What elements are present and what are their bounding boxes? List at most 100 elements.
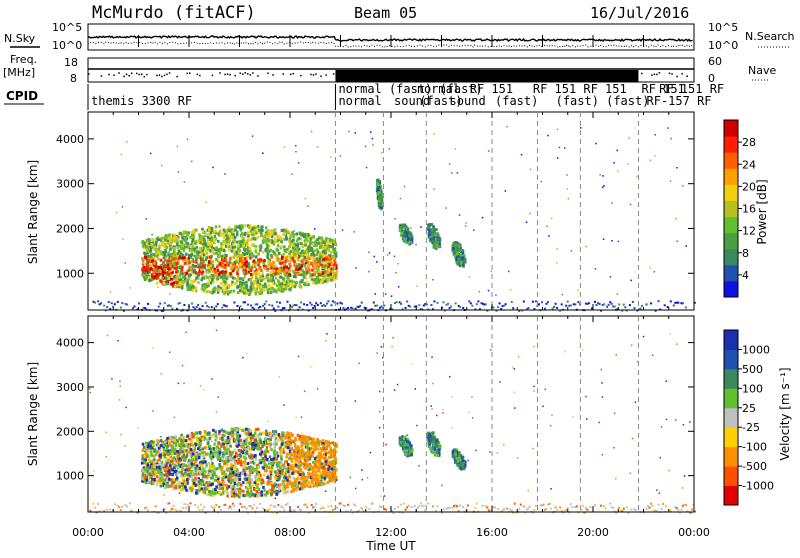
echo-cell (585, 396, 587, 398)
echo-cell (630, 204, 632, 206)
echo-cell (296, 233, 299, 236)
echo-cell (236, 286, 239, 289)
echo-cell (180, 247, 183, 250)
echo-cell (234, 253, 237, 256)
nave-point (245, 72, 247, 74)
echo-cell (299, 267, 302, 270)
echo-cell (628, 138, 630, 140)
echo-cell (293, 271, 296, 274)
echo-cell (455, 148, 457, 150)
echo-cell (119, 399, 121, 401)
echo-cell (169, 262, 172, 265)
scatter-cell (493, 307, 495, 309)
echo-cell (220, 276, 223, 279)
echo-cell (528, 490, 530, 492)
echo-cell (370, 131, 372, 133)
echo-cell (286, 256, 289, 259)
echo-cell (320, 264, 323, 267)
echo-cell (325, 258, 328, 261)
echo-cell (316, 253, 319, 256)
echo-cell (261, 226, 264, 229)
echo-cell (327, 249, 330, 252)
scatter-cell (359, 305, 361, 307)
echo-cell (202, 230, 205, 233)
echo-cell (210, 255, 213, 258)
echo-cell (188, 273, 191, 276)
echo-cell (171, 282, 174, 285)
scatter-cell (670, 300, 672, 302)
scatter-cell (408, 505, 410, 507)
scatter-cell (652, 505, 654, 507)
echo-cell (327, 265, 330, 268)
echo-cell (298, 263, 301, 266)
echo-cell (610, 276, 612, 278)
nave-point (654, 74, 656, 76)
scatter-cell (476, 303, 478, 305)
echo-cell (225, 254, 228, 257)
echo-cell (291, 173, 293, 175)
nave-point (118, 72, 120, 74)
echo-cell (228, 239, 231, 242)
echo-cell (276, 458, 279, 461)
echo-cell (184, 243, 187, 246)
echo-cell (630, 280, 632, 282)
echo-cell (324, 266, 327, 269)
echo-cell (233, 239, 236, 242)
echo-cell (676, 343, 678, 345)
echo-cell (117, 340, 119, 342)
echo-cell (194, 250, 197, 253)
echo-cell (439, 245, 442, 248)
echo-cell (246, 353, 248, 355)
nave-point (325, 74, 327, 76)
echo-cell (407, 435, 409, 437)
echo-cell (174, 285, 177, 288)
nave-point (156, 75, 158, 77)
nave-point (126, 74, 128, 76)
echo-cell (222, 491, 225, 494)
scatter-cell (497, 508, 499, 510)
echo-cell (362, 479, 364, 481)
scatter-cell (244, 301, 246, 303)
echo-cell (533, 386, 535, 388)
scatter-cell (661, 508, 663, 510)
echo-cell (322, 258, 325, 261)
echo-cell (153, 262, 156, 265)
echo-cell (201, 487, 204, 490)
echo-cell (595, 268, 597, 270)
echo-cell (286, 266, 289, 269)
echo-cell (557, 129, 559, 131)
cpid-labels: themis 3300 RFnormalnormal(fast)soundnor… (88, 82, 724, 110)
echo-cell (208, 266, 211, 269)
echo-cell (455, 248, 458, 251)
echo-cell (251, 233, 254, 236)
echo-cell (350, 477, 352, 479)
echo-cell (442, 409, 444, 411)
scatter-cell (385, 509, 387, 511)
echo-cell (431, 408, 433, 410)
echo-cell (144, 458, 147, 461)
echo-cell (160, 439, 163, 442)
colorbar-swatch (724, 152, 738, 169)
scatter-cell (443, 508, 445, 510)
echo-cell (586, 418, 588, 420)
echo-cell (244, 464, 247, 467)
y-tick-label: 4000 (56, 133, 84, 146)
scatter-cell (527, 307, 529, 309)
echo-cell (270, 291, 273, 294)
echo-cell (399, 229, 402, 232)
echo-cell (225, 452, 228, 455)
echo-cell (213, 252, 216, 255)
scatter-cell (114, 303, 116, 305)
echo-cell (191, 432, 194, 435)
echo-cell (258, 272, 261, 275)
echo-cell (503, 444, 505, 446)
echo-cell (643, 336, 645, 338)
echo-cell (195, 229, 198, 232)
nave-point (229, 74, 231, 76)
echo-cell (355, 132, 357, 134)
echo-cell (467, 460, 469, 462)
scatter-cell (555, 506, 557, 508)
scatter-cell (394, 508, 396, 510)
echo-cell (441, 485, 443, 487)
scatter-cell (553, 306, 555, 308)
